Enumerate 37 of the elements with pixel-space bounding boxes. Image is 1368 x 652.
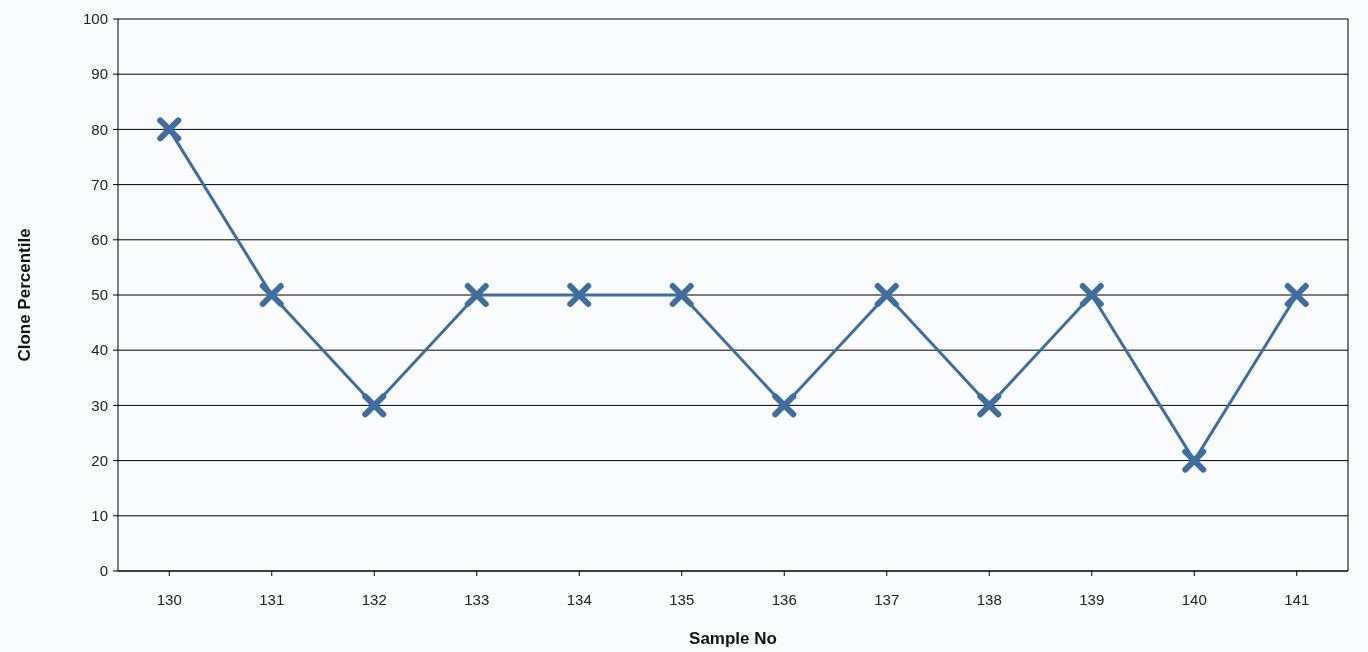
y-tick-label: 0: [99, 562, 108, 580]
y-tick-label: 10: [91, 507, 108, 525]
x-tick-label: 138: [976, 591, 1002, 608]
x-tick-label: 131: [259, 591, 285, 608]
point: [1182, 448, 1207, 473]
point: [362, 393, 387, 418]
x-tick-label: 139: [1079, 591, 1105, 608]
y-tick-label: 40: [91, 341, 108, 359]
point: [464, 283, 489, 307]
y-tick-label: 30: [91, 396, 108, 414]
y-tick-label: 80: [91, 120, 108, 138]
point: [772, 393, 797, 418]
x-tick-label: 136: [771, 591, 797, 608]
y-axis-title: Clone Percentile: [15, 228, 34, 362]
point: [874, 283, 899, 307]
point: [1284, 283, 1309, 307]
x-tick-label: 140: [1181, 591, 1207, 608]
x-tick-label: 141: [1284, 591, 1310, 608]
x-tick-label: 135: [669, 591, 695, 608]
x-tick-label: 132: [361, 591, 387, 608]
point: [1079, 283, 1104, 307]
y-tick-label: 100: [82, 10, 108, 28]
x-tick-label: 130: [156, 591, 182, 608]
y-tick-label: 50: [91, 286, 108, 304]
point: [669, 283, 694, 307]
point: [157, 117, 182, 142]
point: [567, 283, 592, 307]
y-tick-label: 70: [91, 175, 108, 193]
point: [977, 393, 1002, 418]
y-tick-label: 90: [91, 65, 108, 83]
y-tick-label: 60: [91, 231, 108, 249]
y-tick-label: 20: [91, 451, 108, 469]
x-axis-title: Sample No: [689, 629, 777, 648]
x-tick-label: 134: [566, 591, 592, 608]
point: [259, 283, 284, 307]
x-tick-label: 137: [874, 591, 900, 608]
x-tick-label: 133: [464, 591, 490, 608]
